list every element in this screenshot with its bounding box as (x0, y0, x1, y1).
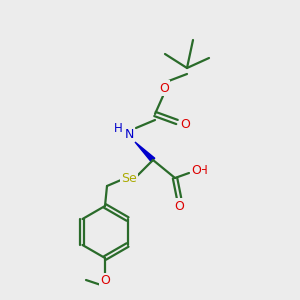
Text: O: O (174, 200, 184, 212)
Text: N: N (124, 128, 134, 140)
Text: O: O (159, 82, 169, 94)
Text: H: H (114, 122, 122, 136)
Text: O: O (191, 164, 201, 176)
Polygon shape (135, 142, 155, 162)
Text: Se: Se (121, 172, 137, 184)
Text: O: O (100, 274, 110, 287)
Text: O: O (180, 118, 190, 130)
Text: H: H (199, 164, 207, 176)
